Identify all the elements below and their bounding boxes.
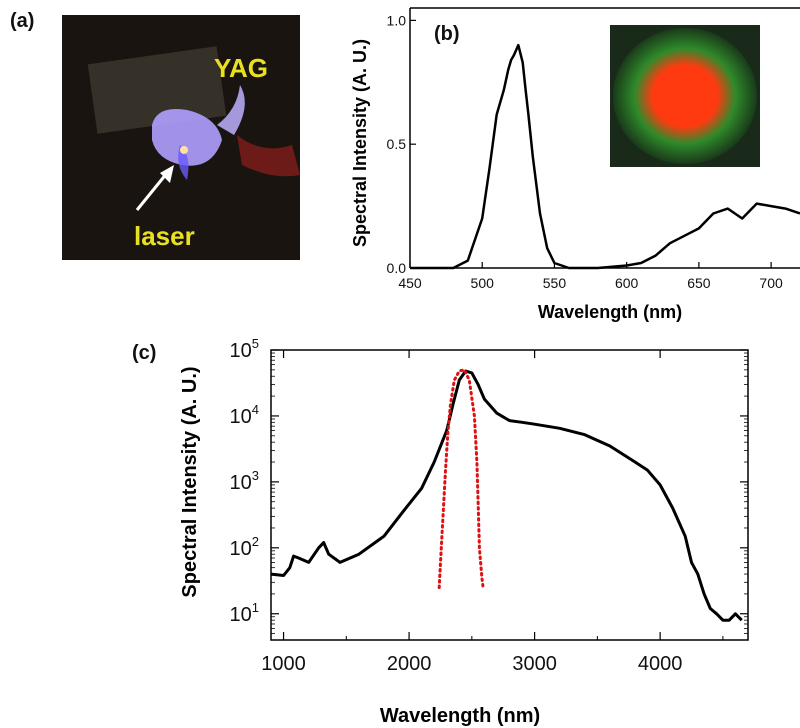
- laser-focus-point: [180, 146, 188, 154]
- panel-label-c: (c): [132, 342, 157, 364]
- chart-b-ytick-label: 0.5: [387, 136, 407, 152]
- chart-b-ylabel: Spectral Intensity (A. U.): [350, 39, 370, 247]
- chart-c-xtick-label: 1000: [261, 653, 306, 675]
- panel-label-a: (a): [10, 10, 35, 32]
- laser-spot: [178, 145, 189, 180]
- chart-c-ytick-label: 102: [230, 534, 259, 560]
- chart-c-xtick-label: 3000: [512, 653, 557, 675]
- chart-b-ytick-label: 1.0: [387, 12, 407, 28]
- chart-c: 1000 2000 3000 4000 101 102 103 104 105 Waveleng…: [179, 336, 749, 727]
- chart-b-xtick-label: 550: [543, 275, 567, 291]
- chart-b-xtick-label: 650: [687, 275, 711, 291]
- chart-b-xtick-label: 700: [759, 275, 783, 291]
- chart-c-series-pump: [437, 368, 485, 589]
- chart-b-series-line: [410, 43, 800, 270]
- chart-c-ytick-label: 101: [230, 600, 259, 626]
- laser-yag-photo: YAG laser: [62, 15, 300, 260]
- chart-c-xtick-label: 4000: [638, 653, 683, 675]
- chart-b-xtick-label: 600: [615, 275, 639, 291]
- chart-c-xtick-label: 2000: [387, 653, 432, 675]
- chart-b-xtick-label: 500: [471, 275, 495, 291]
- yag-label: YAG: [214, 53, 268, 83]
- chart-c-xlabel: Wavelength (nm): [380, 705, 540, 727]
- photo-red-glow: [237, 135, 300, 177]
- yag-crystal-tail: [217, 85, 245, 135]
- chart-b: 450 500 550 600 650 700 0.0 0.5 1.0 (b) Waveleng…: [350, 7, 800, 322]
- chart-b-inset-beam-profile: [613, 28, 757, 164]
- chart-c-frame: [270, 349, 749, 641]
- chart-c-ytick-label: 103: [230, 468, 259, 494]
- chart-c-ytick-label: 105: [230, 336, 259, 362]
- laser-arrow-shaft: [135, 172, 169, 211]
- chart-c-series-supercontinuum: [270, 369, 743, 622]
- chart-c-ylabel: Spectral Intensity (A. U.): [179, 366, 201, 597]
- yag-crystal: [152, 109, 222, 166]
- laser-arrow-head: [160, 165, 174, 183]
- chart-b-ytick-label: 0.0: [387, 260, 407, 276]
- chart-b-panel-label: (b): [434, 23, 460, 45]
- chart-c-ytick-label: 104: [230, 402, 259, 428]
- chart-b-xtick-label: 450: [398, 275, 422, 291]
- laser-label: laser: [134, 221, 195, 251]
- chart-b-xlabel: Wavelength (nm): [538, 302, 682, 322]
